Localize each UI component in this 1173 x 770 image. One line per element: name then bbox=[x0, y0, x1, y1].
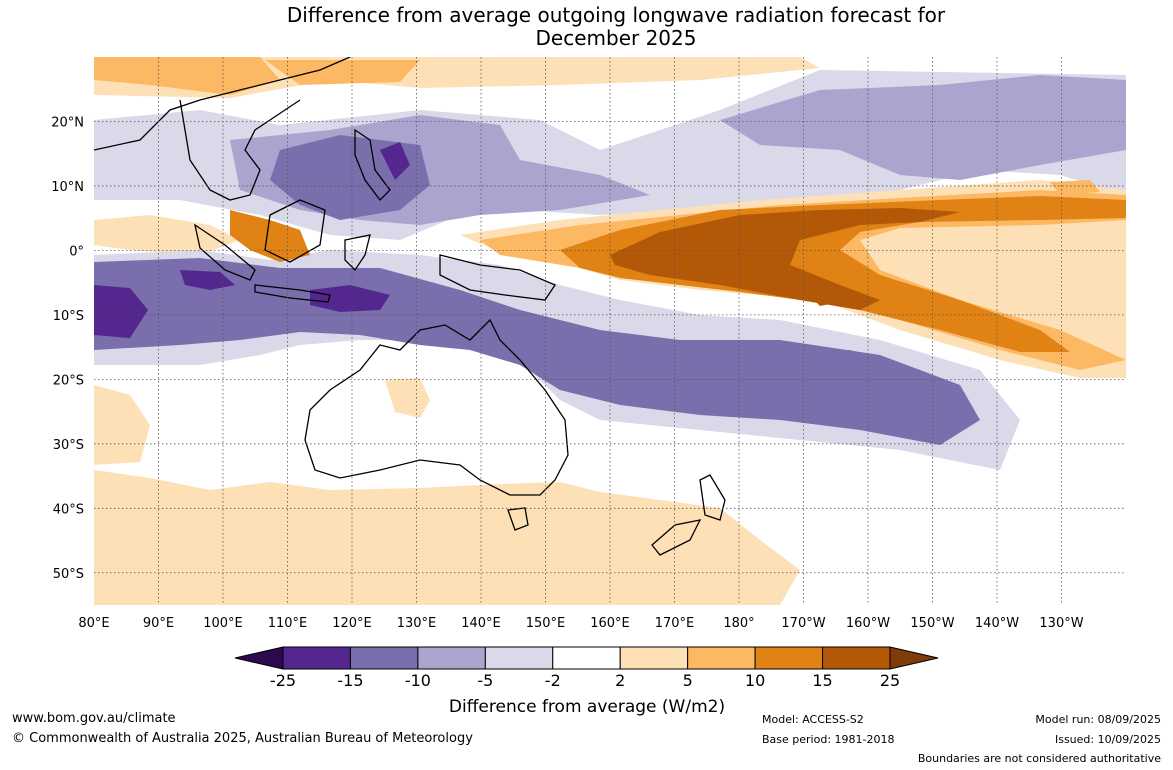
sumatra-coastline bbox=[194, 223, 256, 281]
copyright-text: © Commonwealth of Australia 2025, Austra… bbox=[12, 731, 473, 746]
colorbar-box bbox=[687, 646, 756, 670]
base-period-text: Base period: 1981-2018 bbox=[762, 733, 895, 746]
latitude-tick-label: 10°S bbox=[53, 309, 84, 324]
colorbar-box bbox=[417, 646, 486, 670]
longitude-tick-label: 180° bbox=[723, 616, 754, 631]
colorbar-box bbox=[822, 646, 891, 670]
colorbar-box bbox=[552, 646, 621, 670]
longitude-labels: 80°E 90°E 100°E 110°E 120°E 130°E 140°E 150°E 16… bbox=[78, 616, 1083, 631]
colorbar-tick-labels: -25 -15 -10 -5 -2 2 5 10 15 25 bbox=[270, 671, 900, 690]
longitude-tick-label: 150°E bbox=[526, 616, 566, 631]
southern-ocean-positive-band-north bbox=[94, 385, 150, 465]
colorbar-under-arrow bbox=[234, 646, 284, 670]
longitude-tick-label: 130°W bbox=[1039, 616, 1083, 631]
colorbar-tick-label: 2 bbox=[615, 671, 625, 690]
title-line-2: December 2025 bbox=[535, 26, 697, 50]
longitude-tick-label: 160°E bbox=[590, 616, 630, 631]
equatorial-indian-positive bbox=[94, 215, 240, 255]
pacific-north-negative-patch bbox=[720, 75, 1126, 180]
longitude-tick-label: 130°E bbox=[397, 616, 437, 631]
indonesia-negative-core bbox=[310, 285, 390, 312]
central-pacific-positive-band bbox=[610, 208, 960, 310]
colorbar-tick-label: 5 bbox=[683, 671, 693, 690]
colorbar-tick-label: 25 bbox=[880, 671, 900, 690]
coastlines bbox=[94, 57, 726, 556]
north-positive-strip-east bbox=[265, 60, 420, 85]
colorbar-box bbox=[754, 646, 824, 670]
longitude-tick-label: 90°E bbox=[143, 616, 174, 631]
website-link[interactable]: www.bom.gov.au/climate bbox=[12, 711, 176, 726]
disclaimer-text: Boundaries are not considered authoritat… bbox=[917, 752, 1161, 765]
asia-coastline bbox=[94, 57, 351, 201]
longitude-tick-label: 170°W bbox=[781, 616, 825, 631]
longitude-tick-label: 140°W bbox=[975, 616, 1019, 631]
gridlines bbox=[94, 57, 1126, 605]
colorbar-over-arrow bbox=[889, 646, 939, 670]
coral-sea-negative-patch bbox=[780, 350, 920, 405]
colorbar-box bbox=[484, 646, 554, 670]
philippines-negative-inner bbox=[380, 142, 410, 180]
colorbar-tick-label: -25 bbox=[270, 671, 296, 690]
new-guinea-coastline bbox=[439, 254, 556, 301]
colorbar-tick-label: -2 bbox=[545, 671, 561, 690]
north-pacific-positive-dot bbox=[1050, 180, 1100, 195]
latitude-labels: 20°N 10°N 0° 10°S 20°S 30°S 40°S 50°S bbox=[51, 115, 84, 581]
latitude-tick-label: 20°N bbox=[51, 115, 84, 130]
new-zealand-south-coastline bbox=[651, 519, 702, 556]
southern-ocean-positive-band bbox=[94, 470, 800, 605]
colorbar-box bbox=[349, 646, 419, 670]
new-zealand-north-coastline bbox=[699, 474, 726, 521]
latitude-tick-label: 20°S bbox=[53, 373, 84, 388]
sulawesi-coastline bbox=[344, 234, 371, 272]
colorbar-tick-label: -15 bbox=[337, 671, 363, 690]
issued-text: Issued: 10/09/2025 bbox=[1054, 733, 1161, 746]
longitude-tick-label: 80°E bbox=[78, 616, 109, 631]
north-positive-strip-inner bbox=[94, 57, 280, 95]
longitude-tick-label: 120°E bbox=[332, 616, 372, 631]
latitude-tick-label: 50°S bbox=[53, 567, 84, 582]
borneo-coastline bbox=[264, 199, 326, 263]
longitude-tick-label: 160°W bbox=[846, 616, 890, 631]
longitude-tick-label: 140°E bbox=[461, 616, 501, 631]
dateline-positive-core bbox=[810, 294, 840, 306]
sumatra-negative-core bbox=[180, 270, 235, 290]
latitude-tick-label: 30°S bbox=[53, 438, 84, 453]
latitude-tick-label: 0° bbox=[69, 244, 84, 259]
latitude-tick-label: 10°N bbox=[51, 180, 84, 195]
latitude-tick-label: 40°S bbox=[53, 502, 84, 517]
eastern-indian-ocean-negative-core bbox=[94, 285, 148, 338]
longitude-tick-label: 110°E bbox=[268, 616, 308, 631]
colorbar-boxes bbox=[282, 646, 891, 670]
maritime-positive-patch bbox=[230, 210, 310, 262]
longitude-tick-label: 100°E bbox=[203, 616, 243, 631]
longitude-tick-label: 170°E bbox=[655, 616, 695, 631]
title-line-1: Difference from average outgoing longwav… bbox=[286, 3, 946, 27]
longitude-tick-label: 150°W bbox=[910, 616, 954, 631]
model-run-text: Model run: 08/09/2025 bbox=[1035, 713, 1161, 726]
colorbar: -25 -15 -10 -5 -2 2 5 10 15 25 Difference from av… bbox=[234, 646, 939, 717]
south-australia-positive-patch bbox=[385, 378, 430, 418]
colorbar-box bbox=[282, 646, 351, 670]
colorbar-tick-label: -10 bbox=[405, 671, 431, 690]
model-text: Model: ACCESS-S2 bbox=[762, 713, 864, 726]
colorbar-label: Difference from average (W/m2) bbox=[449, 697, 725, 717]
colorbar-tick-label: -5 bbox=[477, 671, 493, 690]
colorbar-box bbox=[619, 646, 689, 670]
colorbar-tick-label: 10 bbox=[745, 671, 765, 690]
java-coastline bbox=[254, 284, 331, 303]
colorbar-tick-label: 15 bbox=[812, 671, 832, 690]
chart-title: Difference from average outgoing longwav… bbox=[0, 4, 1173, 50]
australia-coastline bbox=[304, 318, 569, 496]
philippines-coastline bbox=[354, 128, 391, 201]
